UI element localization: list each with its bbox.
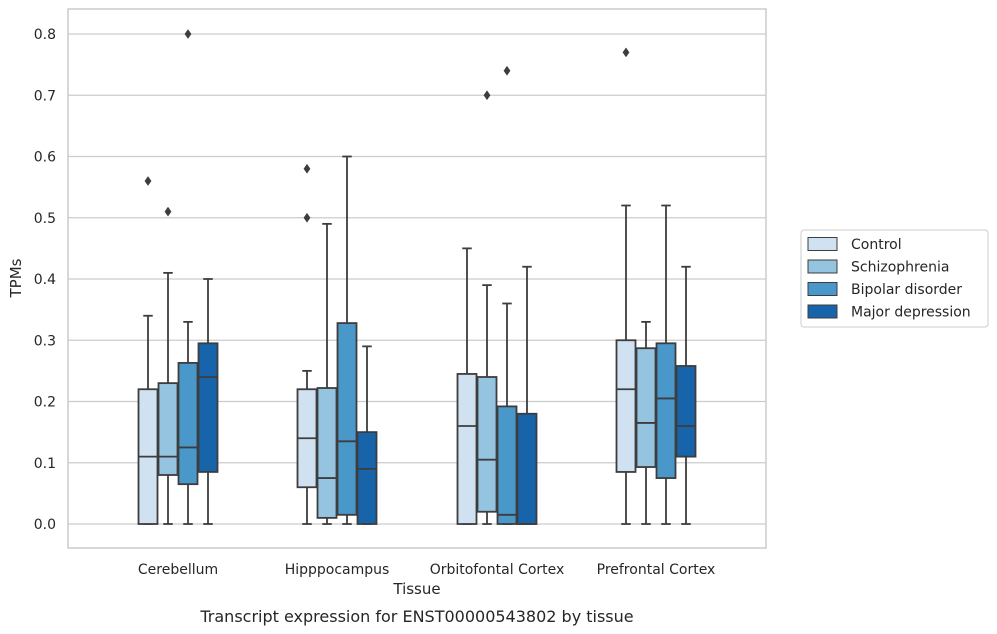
legend-swatch <box>807 259 838 274</box>
outlier-point <box>164 206 172 217</box>
legend-entry: Bipolar disorder <box>851 282 962 298</box>
outlier-point <box>503 65 511 76</box>
iqr-box <box>655 342 677 479</box>
box-bipolar-disorder <box>177 29 199 525</box>
legend-frame <box>800 229 989 328</box>
y-tick-label: 0.2 <box>34 395 56 411</box>
legend: Control Schizophrenia Bipolar disorder Majo… <box>800 229 989 328</box>
x-tick-label: Hipppocampus <box>285 562 390 578</box>
legend-entry: Major depression <box>851 305 971 321</box>
iqr-box <box>496 405 518 525</box>
box-bipolar-disorder <box>655 204 677 525</box>
iqr-box <box>336 322 358 516</box>
box-schizophrenia <box>157 206 179 525</box>
iqr-box <box>615 339 637 473</box>
iqr-box <box>177 362 199 486</box>
iqr-box <box>675 365 697 458</box>
outlier-point <box>483 90 491 101</box>
x-tick-label: Prefrontal Cortex <box>597 562 716 578</box>
legend-swatch <box>807 304 838 319</box>
iqr-box <box>157 382 179 476</box>
iqr-box <box>635 347 657 468</box>
iqr-box <box>356 431 378 525</box>
x-tick-label: Orbitofontal Cortex <box>430 562 565 578</box>
box-major-depression <box>675 265 697 525</box>
box-control <box>615 47 637 525</box>
x-tick-label: Cerebellum <box>138 562 218 578</box>
y-tick-label: 0.7 <box>34 88 56 104</box>
y-tick-label: 0.0 <box>34 517 56 533</box>
box-control <box>296 163 318 525</box>
iqr-box <box>516 412 538 525</box>
y-tick-label: 0.5 <box>34 211 56 227</box>
outlier-point <box>303 163 311 174</box>
legend-entry: Control <box>851 237 902 253</box>
x-axis-label: Tissue <box>392 580 440 598</box>
y-tick-label: 0.6 <box>34 150 56 166</box>
box-major-depression <box>516 265 538 525</box>
legend-swatch <box>807 237 838 251</box>
box-bipolar-disorder <box>336 155 358 525</box>
outlier-point <box>622 47 630 58</box>
iqr-box <box>316 387 338 519</box>
box-bipolar-disorder <box>496 65 518 525</box>
y-tick-label: 0.8 <box>34 27 56 43</box>
y-tick-label: 0.4 <box>34 272 56 288</box>
chart-caption: Transcript expression for ENST0000054380… <box>199 607 633 626</box>
iqr-box <box>456 373 478 525</box>
outlier-point <box>144 176 152 186</box>
box-major-depression <box>197 278 219 525</box>
y-tick-label: 0.3 <box>34 333 56 349</box>
outlier-point <box>184 29 192 39</box>
plot-frame <box>67 8 767 549</box>
iqr-box <box>197 342 219 473</box>
y-axis-label: TPMs <box>7 258 25 298</box>
legend-swatch <box>807 282 838 296</box>
box-series <box>137 29 697 525</box>
y-tick-labels: 0.0 0.1 0.2 0.3 0.4 0.5 0.6 0.7 0.8 <box>34 27 56 533</box>
y-tick-label: 0.1 <box>34 456 56 472</box>
box-schizophrenia <box>316 222 338 525</box>
box-control <box>137 176 159 525</box>
box-schizophrenia <box>476 90 498 525</box>
x-tick-labels: Cerebellum Hipppocampus Orbitofontal Corte… <box>138 562 715 578</box>
legend-entry: Schizophrenia <box>851 260 949 276</box>
box-control <box>456 247 478 525</box>
box-schizophrenia <box>635 320 657 525</box>
outlier-point <box>303 212 311 223</box>
box-major-depression <box>356 345 378 525</box>
iqr-box <box>476 376 498 513</box>
